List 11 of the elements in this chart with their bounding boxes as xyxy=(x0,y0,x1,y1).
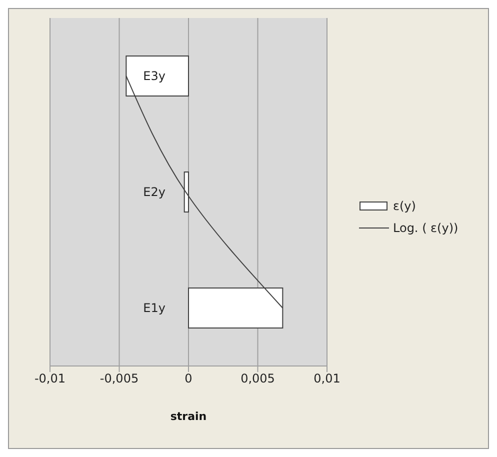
x-tick-label: 0 xyxy=(184,372,192,386)
x-tick-label: 0,01 xyxy=(314,372,340,386)
y-tick-label: E1y xyxy=(143,301,166,315)
y-tick-label: E2y xyxy=(143,185,166,199)
legend-label: ε(y) xyxy=(393,199,416,213)
x-tick-label: -0,01 xyxy=(34,372,66,386)
x-tick-label: -0,005 xyxy=(100,372,139,386)
x-axis-title: strain xyxy=(170,410,207,423)
x-tick-label: 0,005 xyxy=(240,372,275,386)
y-tick-label: E3y xyxy=(143,69,166,83)
legend-label: Log. ( ε(y)) xyxy=(393,221,458,235)
